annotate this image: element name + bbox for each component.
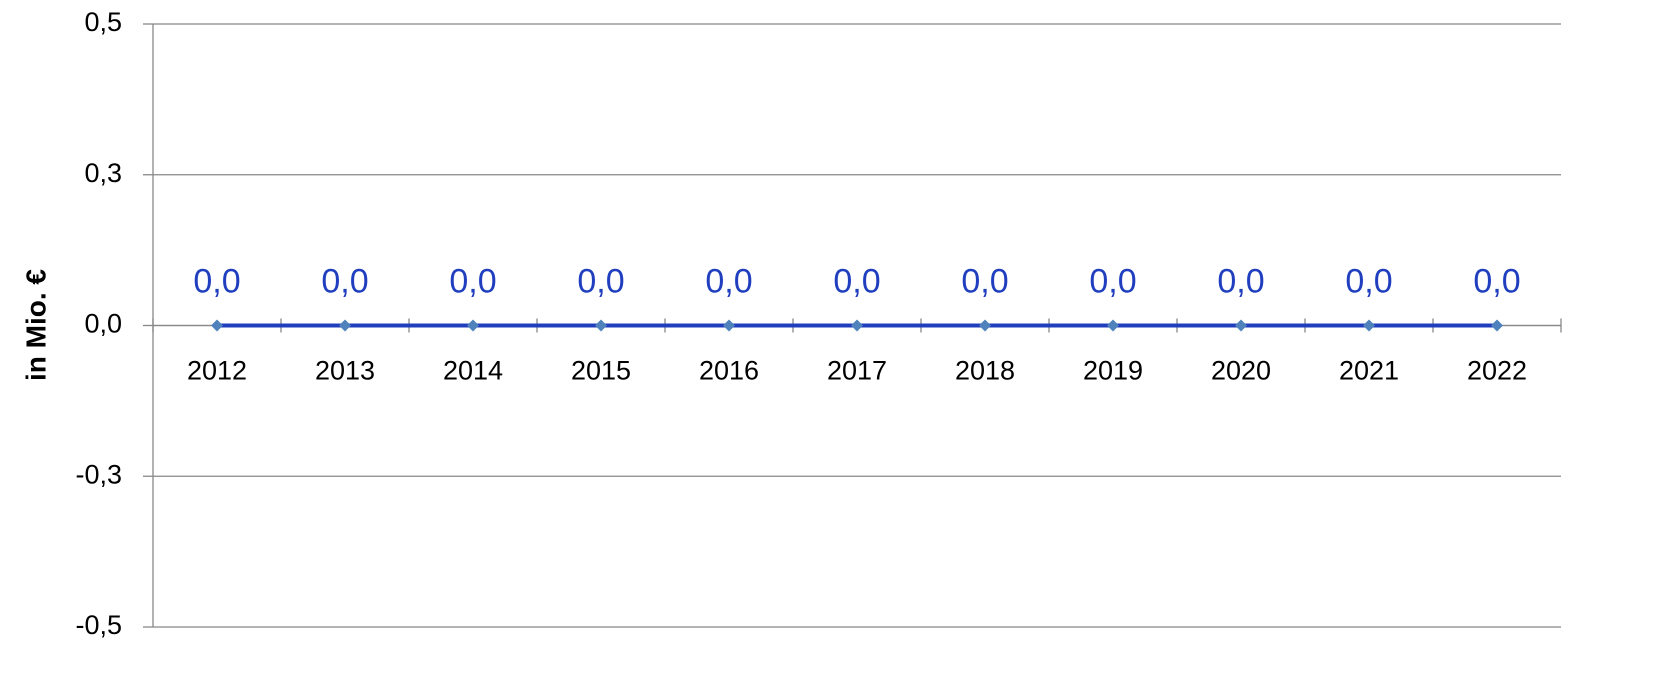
marker xyxy=(1363,319,1375,332)
x-tick-label: 2017 xyxy=(827,356,887,386)
x-tick-label: 2018 xyxy=(955,356,1015,386)
marker xyxy=(467,319,479,332)
y-tick-label: 0,5 xyxy=(84,7,122,37)
marker xyxy=(1107,319,1119,332)
data-label: 0,0 xyxy=(705,262,752,300)
marker xyxy=(851,319,863,332)
data-label: 0,0 xyxy=(1473,262,1520,300)
marker xyxy=(1491,319,1503,332)
data-label: 0,0 xyxy=(961,262,1008,300)
data-label: 0,0 xyxy=(193,262,240,300)
x-tick-label: 2014 xyxy=(443,356,503,386)
x-tick-label: 2021 xyxy=(1339,356,1399,386)
marker xyxy=(1235,319,1247,332)
x-tick-label: 2019 xyxy=(1083,356,1143,386)
marker xyxy=(339,319,351,332)
y-tick-label: 0,0 xyxy=(84,309,122,339)
data-label: 0,0 xyxy=(449,262,496,300)
data-label: 0,0 xyxy=(1089,262,1136,300)
x-tick-label: 2016 xyxy=(699,356,759,386)
marker xyxy=(979,319,991,332)
y-tick-label: 0,3 xyxy=(84,158,122,188)
x-tick-label: 2022 xyxy=(1467,356,1527,386)
x-tick-label: 2012 xyxy=(187,356,247,386)
marker xyxy=(723,319,735,332)
y-tick-label: -0,5 xyxy=(75,610,122,640)
data-label: 0,0 xyxy=(577,262,624,300)
x-tick-label: 2015 xyxy=(571,356,631,386)
y-tick-label: -0,3 xyxy=(75,459,122,489)
data-label: 0,0 xyxy=(321,262,368,300)
data-label: 0,0 xyxy=(1345,262,1392,300)
marker xyxy=(595,319,607,332)
data-label: 0,0 xyxy=(833,262,880,300)
y-axis-title: in Mio. € xyxy=(20,269,51,381)
x-tick-label: 2020 xyxy=(1211,356,1271,386)
marker xyxy=(211,319,223,332)
x-tick-label: 2013 xyxy=(315,356,375,386)
data-label: 0,0 xyxy=(1217,262,1264,300)
